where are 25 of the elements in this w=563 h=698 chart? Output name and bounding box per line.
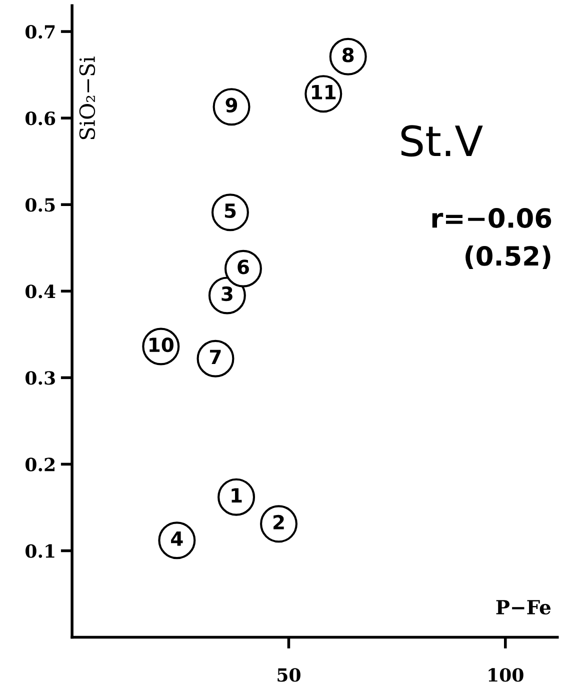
annotation: 2 [274,514,284,530]
y-tick-label: 0.7 [26,25,55,39]
annotation: 4 [171,532,183,546]
annotation: 5 [224,204,236,218]
y-tick-label: 0.6 [26,112,56,126]
y-tick-label: 0.3 [26,371,55,385]
x-tick-label: 50 [278,668,300,682]
y-tick-label: 0.1 [26,544,54,558]
y-tick-label: 0.5 [26,198,55,212]
annotation: 10 [150,337,174,352]
annotation: 9 [226,98,238,112]
x-tick-label: 100 [488,668,524,682]
annotation: 6 [238,260,249,274]
annotation: r=−0.06 [432,208,552,228]
y-tick-label: 0.2 [26,458,54,472]
annotation: 7 [210,350,221,364]
annotation: St.V [401,125,483,157]
x-axis-title: P−Fe [496,600,551,615]
y-axis-title: SiO₂−Si [79,56,96,140]
annotation: (0.52) [466,246,550,270]
annotation: 3 [222,286,232,302]
annotation: 11 [312,85,336,100]
annotation: 8 [342,48,354,62]
y-tick-label: 0.4 [26,284,56,298]
annotation: 1 [232,488,242,502]
